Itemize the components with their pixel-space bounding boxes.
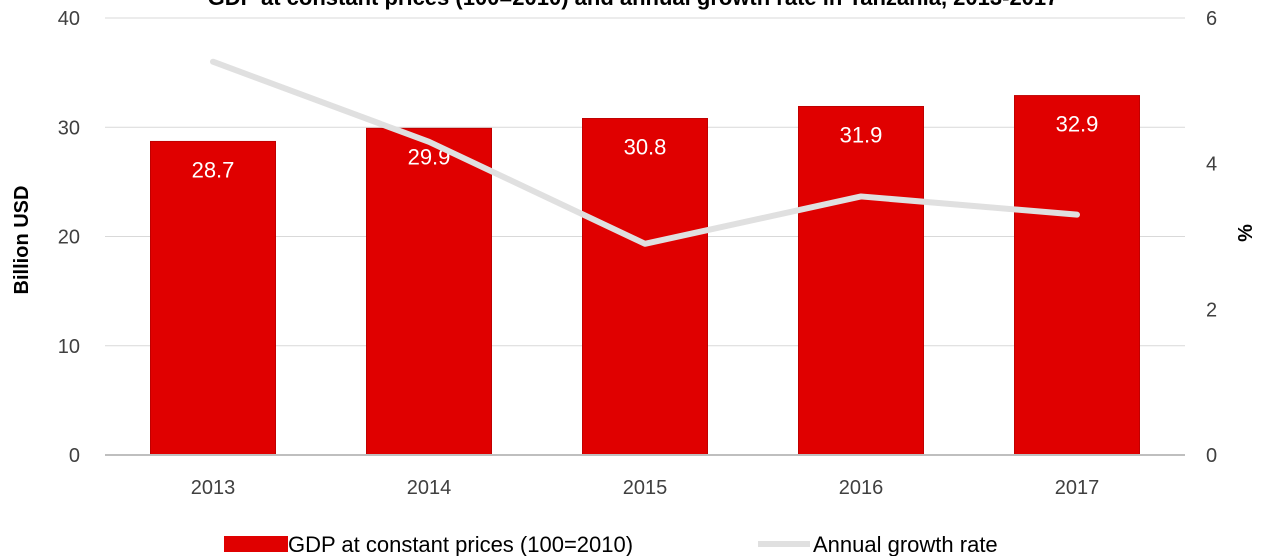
y2-tick-label: 2 (1206, 299, 1217, 321)
x-tick-label: 2013 (191, 477, 236, 499)
x-tick-label: 2015 (623, 477, 668, 499)
y-tick-label: 0 (69, 445, 80, 467)
y2-tick-label: 0 (1206, 445, 1217, 467)
x-tick-label: 2016 (839, 477, 884, 499)
bar-data-label: 31.9 (840, 122, 883, 147)
y-tick-label: 20 (58, 227, 80, 249)
bar-series (150, 95, 1140, 456)
y-tick-label: 40 (58, 8, 80, 30)
y2-axis-title: % (1235, 224, 1257, 242)
y2-tick-label: 6 (1206, 8, 1217, 30)
bar (582, 118, 708, 456)
chart-title: GDP at constant prices (100=2010) and an… (208, 0, 1059, 10)
y2-tick-label: 4 (1206, 154, 1217, 176)
legend-label-growth: Annual growth rate (813, 532, 998, 556)
bar (366, 127, 492, 456)
x-tick-label: 2017 (1055, 477, 1100, 499)
bar-data-label: 30.8 (624, 135, 667, 160)
line-series (210, 58, 1080, 247)
legend-label-gdp: GDP at constant prices (100=2010) (288, 532, 633, 556)
bar-data-label: 32.9 (1056, 112, 1099, 137)
growth-rate-line (210, 58, 1080, 247)
axes: 0 10 20 30 40 0 2 4 6 2013 2014 2015 2016 2017 (58, 8, 1217, 499)
bar-labels: 28.729.9 30.8 31.9 32.9 (192, 112, 1099, 183)
y-tick-label: 10 (58, 336, 80, 358)
y-axis-title: Billion USD (11, 186, 33, 295)
y-tick-label: 30 (58, 117, 80, 139)
bar-data-label: 28.7 (192, 157, 235, 182)
legend-swatch-gdp (224, 536, 288, 552)
legend: GDP at constant prices (100=2010) Annual … (224, 532, 998, 556)
bar (798, 105, 924, 456)
bar (150, 140, 276, 456)
x-tick-label: 2014 (407, 477, 452, 499)
bar (1014, 95, 1140, 456)
